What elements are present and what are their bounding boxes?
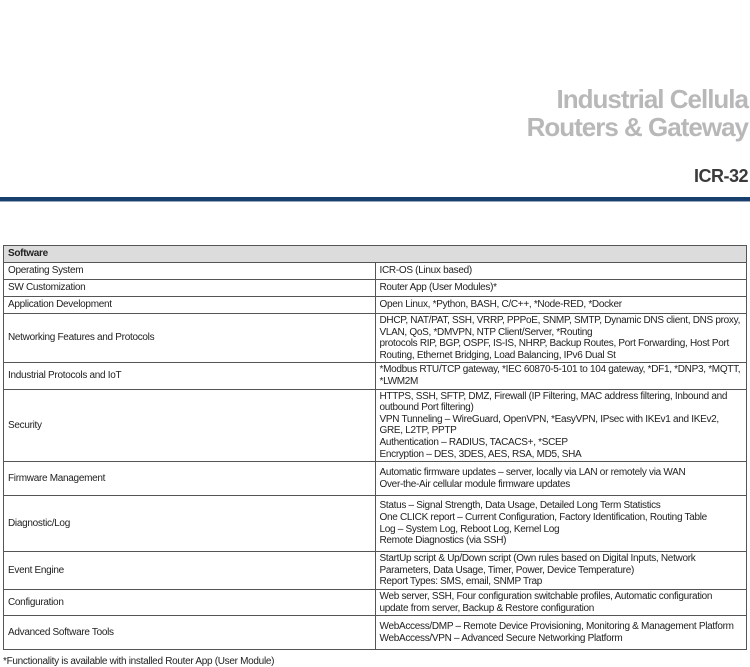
page-header: Industrial Cellula Routers & Gateway ICR… bbox=[0, 0, 750, 245]
row-value: Router App (User Modules)* bbox=[374, 279, 747, 297]
value-line: Authentication – RADIUS, TACACS+, *SCEP bbox=[379, 436, 569, 448]
value-line: Status – Signal Strength, Data Usage, De… bbox=[379, 500, 661, 512]
table-row: Operating System ICR-OS (Linux based) bbox=[3, 262, 747, 280]
table-row: Security HTTPS, SSH, SFTP, DMZ, Firewall … bbox=[3, 388, 747, 463]
header-rule-thin bbox=[0, 201, 750, 202]
row-value: HTTPS, SSH, SFTP, DMZ, Firewall (IP Filt… bbox=[374, 388, 747, 463]
row-label: Industrial Protocols and IoT bbox=[3, 362, 376, 390]
value-line: Open Linux, *Python, BASH, C/C++, *Node-… bbox=[379, 299, 623, 311]
value-line: WebAccess/VPN – Advanced Secure Networki… bbox=[379, 632, 623, 644]
row-value: Open Linux, *Python, BASH, C/C++, *Node-… bbox=[374, 296, 747, 314]
value-line: Over-the-Air cellular module firmware up… bbox=[379, 478, 571, 490]
row-value: Status – Signal Strength, Data Usage, De… bbox=[374, 495, 747, 553]
value-line: Automatic firmware updates – server, loc… bbox=[379, 467, 686, 479]
value-line: VPN Tunneling – WireGuard, OpenVPN, *Eas… bbox=[379, 413, 720, 437]
row-label: Advanced Software Tools bbox=[3, 615, 376, 651]
row-label: Operating System bbox=[3, 262, 376, 280]
value-line: *Modbus RTU/TCP gateway, *IEC 60870-5-10… bbox=[379, 364, 741, 387]
row-label: Configuration bbox=[3, 588, 376, 617]
footnote: *Functionality is available with install… bbox=[3, 656, 275, 667]
value-line: DHCP, NAT/PAT, SSH, VRRP, PPPoE, SNMP, S… bbox=[379, 315, 741, 338]
table-row: Firmware Management Automatic firmware up… bbox=[3, 461, 747, 497]
table-row: Event Engine StartUp script & Up/Down scr… bbox=[3, 551, 747, 590]
table-row: Advanced Software Tools WebAccess/DMP – R… bbox=[3, 615, 747, 651]
row-label: Event Engine bbox=[3, 551, 376, 590]
doc-title-line1: Industrial Cellula bbox=[556, 84, 749, 114]
row-label: SW Customization bbox=[3, 279, 376, 297]
row-label: Networking Features and Protocols bbox=[3, 312, 376, 364]
section-header: Software bbox=[3, 245, 747, 263]
table-row: Networking Features and Protocols DHCP, N… bbox=[3, 312, 747, 364]
value-line: ICR-OS (Linux based) bbox=[379, 265, 473, 277]
row-value: StartUp script & Up/Down script (Own rul… bbox=[374, 551, 747, 590]
row-value: Web server, SSH, Four configuration swit… bbox=[374, 588, 747, 617]
table-row: Application Development Open Linux, *Pyth… bbox=[3, 296, 747, 314]
row-value: DHCP, NAT/PAT, SSH, VRRP, PPPoE, SNMP, S… bbox=[374, 312, 747, 364]
value-line: WebAccess/DMP – Remote Device Provisioni… bbox=[379, 621, 735, 632]
row-label: Firmware Management bbox=[3, 461, 376, 497]
table-row: Industrial Protocols and IoT *Modbus RTU/… bbox=[3, 362, 747, 390]
value-line: Encryption – DES, 3DES, AES, RSA, MD5, S… bbox=[379, 448, 582, 460]
value-line: HTTPS, SSH, SFTP, DMZ, Firewall (IP Filt… bbox=[379, 390, 728, 414]
row-label: Application Development bbox=[3, 296, 376, 314]
row-label: Diagnostic/Log bbox=[3, 495, 376, 553]
row-value: ICR-OS (Linux based) bbox=[374, 262, 747, 280]
software-spec-table: Software Operating System ICR-OS (Linux b… bbox=[3, 245, 747, 651]
row-label: Security bbox=[3, 388, 376, 463]
table-row: Configuration Web server, SSH, Four confi… bbox=[3, 588, 747, 617]
value-line: protocols RIP, BGP, OSPF, IS-IS, NHRP, B… bbox=[379, 338, 730, 361]
value-line: Log – System Log, Reboot Log, Kernel Log bbox=[379, 523, 560, 535]
value-line: StartUp script & Up/Down script (Own rul… bbox=[379, 553, 696, 576]
model-name: ICR-32 bbox=[693, 166, 749, 186]
row-value: *Modbus RTU/TCP gateway, *IEC 60870-5-10… bbox=[374, 362, 747, 390]
table-row: SW Customization Router App (User Modules… bbox=[3, 279, 747, 297]
row-value: Automatic firmware updates – server, loc… bbox=[374, 461, 747, 497]
value-line: Report Types: SMS, email, SNMP Trap bbox=[379, 576, 543, 588]
value-line: Web server, SSH, Four configuration swit… bbox=[379, 590, 713, 614]
value-line: Remote Diagnostics (via SSH) bbox=[379, 535, 507, 547]
row-value: WebAccess/DMP – Remote Device Provisioni… bbox=[374, 615, 747, 651]
value-line: One CLICK report – Current Configuration… bbox=[379, 512, 708, 524]
value-line: Router App (User Modules)* bbox=[379, 282, 498, 294]
doc-title-line2: Routers & Gateway bbox=[526, 112, 749, 142]
header-rule bbox=[0, 197, 750, 201]
table-row: Diagnostic/Log Status – Signal Strength, … bbox=[3, 495, 747, 553]
